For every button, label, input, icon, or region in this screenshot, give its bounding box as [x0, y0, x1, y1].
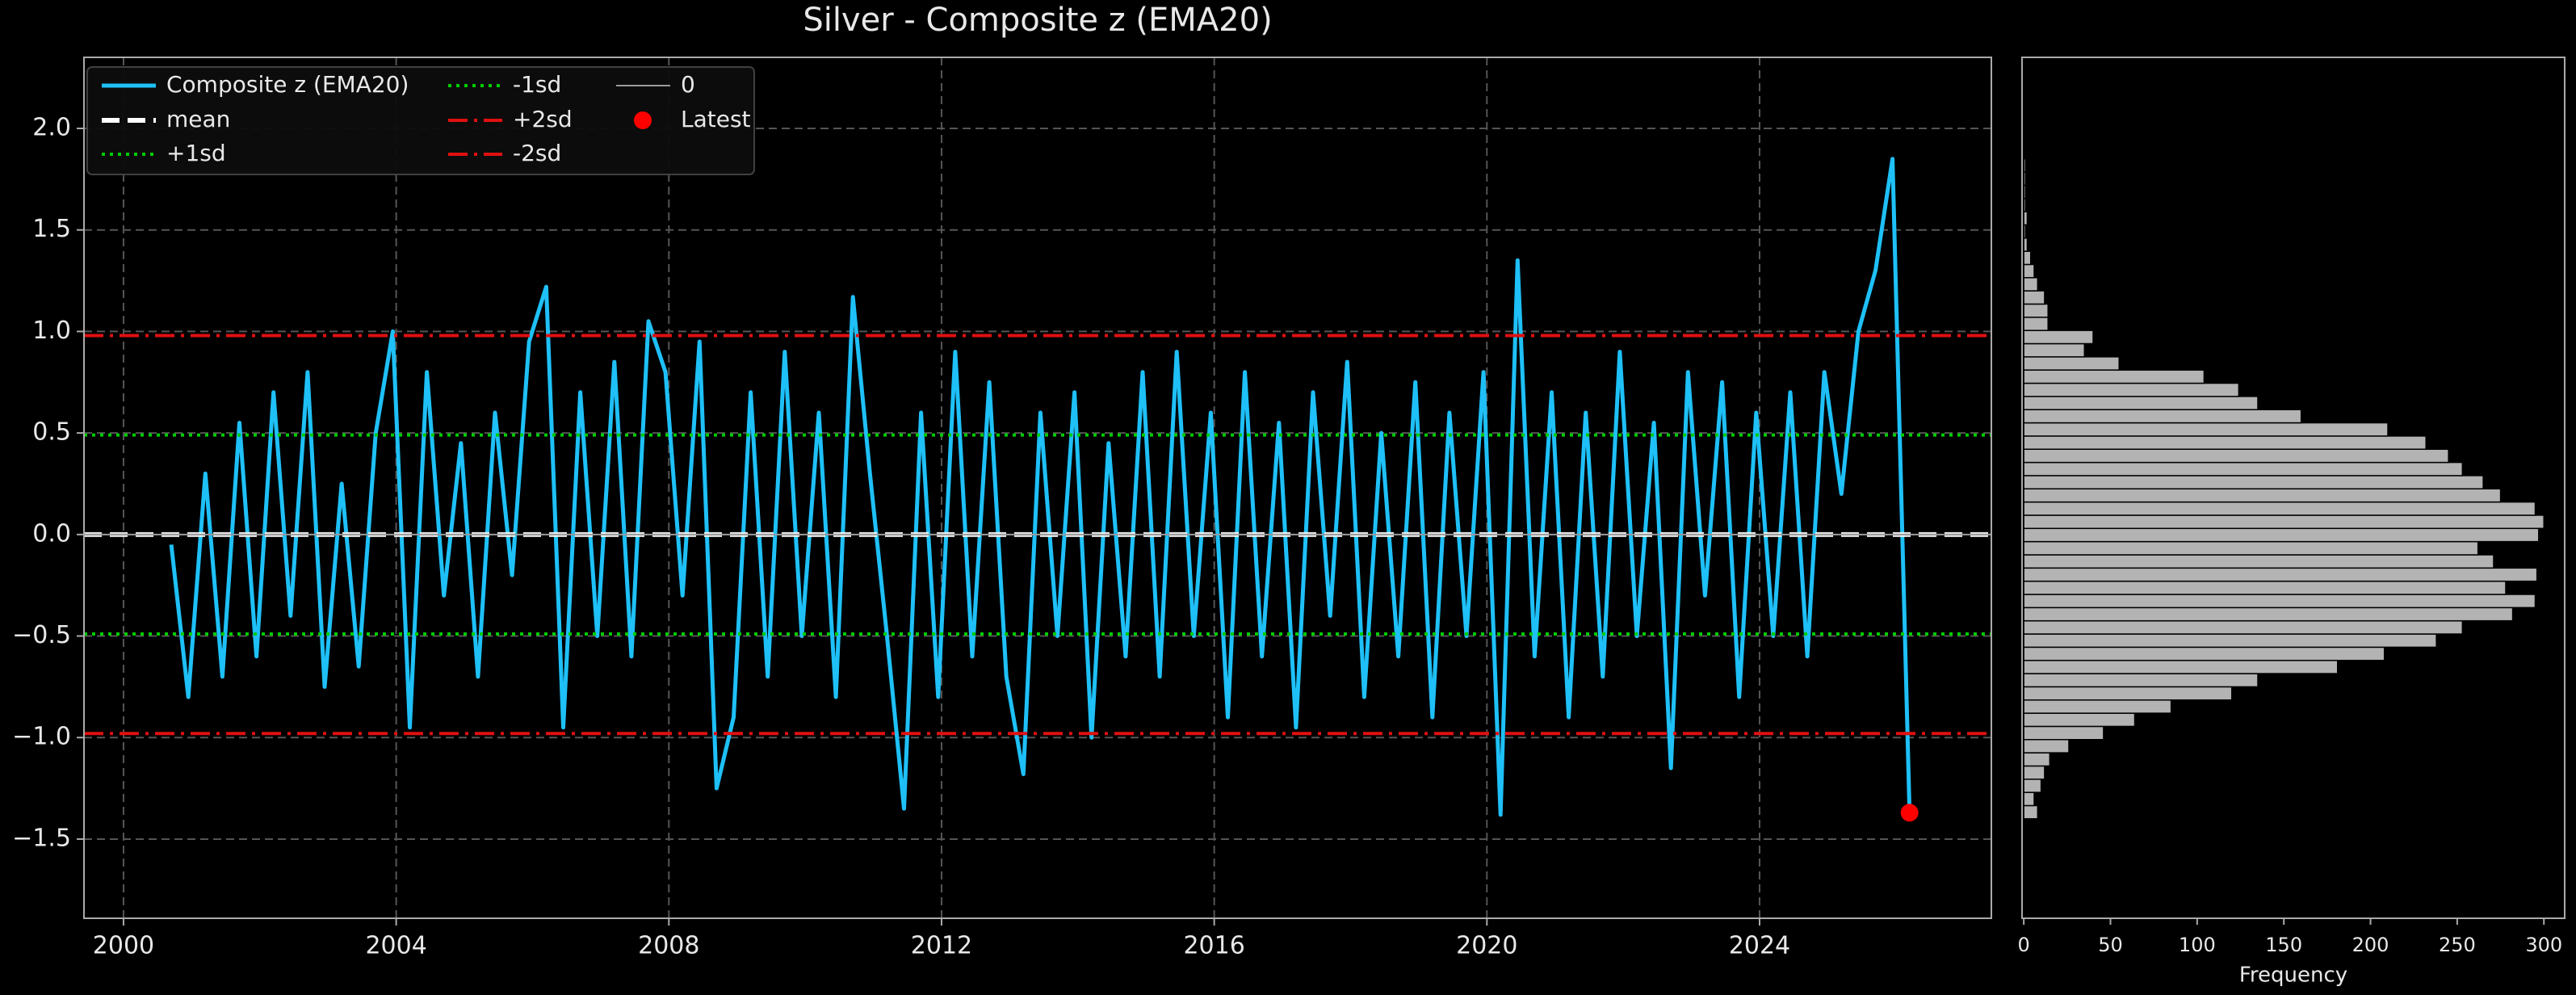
- x-tick-label: 2004: [365, 932, 426, 960]
- histogram-bar: [2023, 619, 2464, 635]
- x-tick-label: 300: [2525, 934, 2562, 956]
- latest-marker: [1900, 804, 1919, 822]
- histogram-bar: [2023, 659, 2339, 674]
- histogram-bar: [2023, 197, 2027, 212]
- histogram-bar: [2023, 607, 2514, 622]
- histogram-bar: [2023, 488, 2502, 503]
- histogram-bar: [2023, 712, 2136, 728]
- histogram-bar: [2023, 157, 2027, 173]
- histogram-bar: [2023, 554, 2494, 569]
- y-tick-label: 2.0: [32, 113, 71, 141]
- legend-label: -1sd: [513, 71, 561, 98]
- histogram-bar: [2023, 514, 2545, 530]
- histogram-bar: [2023, 435, 2427, 450]
- histogram-bar: [2023, 540, 2479, 556]
- y-tick-label: −1.0: [12, 723, 71, 751]
- legend: Composite z (EMA20) mean +1sd -1sd +2sd -2sd 0…: [86, 66, 755, 175]
- histogram-bar: [2023, 673, 2259, 688]
- histogram-bar: [2023, 356, 2120, 371]
- legend-label: 0: [681, 71, 695, 98]
- legend-label: Latest: [681, 106, 751, 132]
- histogram-bar: [2023, 594, 2536, 609]
- histogram-bar: [2023, 804, 2039, 820]
- histogram-bar: [2023, 699, 2172, 714]
- x-tick-label: 250: [2439, 934, 2476, 956]
- legend-label: +2sd: [513, 106, 573, 132]
- x-tick-label: 100: [2179, 934, 2216, 956]
- histogram-bar: [2023, 211, 2028, 226]
- histogram-bar: [2023, 184, 2027, 199]
- histogram-bar: [2023, 224, 2027, 239]
- histogram-bar: [2023, 330, 2094, 345]
- y-tick-label: 1.0: [32, 317, 71, 345]
- histogram-bar: [2023, 646, 2385, 661]
- histogram-bar: [2023, 686, 2233, 701]
- x-tick-label: 0: [2018, 934, 2030, 956]
- histogram-bar: [2023, 633, 2437, 649]
- x-tick-label: 150: [2265, 934, 2302, 956]
- legend-label: -2sd: [513, 140, 561, 166]
- histogram-bar: [2023, 342, 2086, 358]
- histogram-bar: [2023, 409, 2302, 424]
- y-tick-label: 1.5: [32, 215, 71, 243]
- histogram-bar: [2023, 317, 2049, 331]
- histogram-bar: [2023, 527, 2540, 543]
- legend-label: Composite z (EMA20): [166, 71, 409, 98]
- x-tick-label: 2024: [1729, 932, 1790, 960]
- legend-box: [86, 66, 755, 175]
- histogram-bar: [2023, 765, 2045, 780]
- x-tick-label: 2000: [93, 932, 154, 960]
- histogram-bar: [2023, 739, 2070, 754]
- histogram-bar: [2023, 382, 2240, 397]
- histogram-bar: [2023, 250, 2032, 266]
- histogram-bar: [2023, 396, 2259, 410]
- x-tick-label: 50: [2098, 934, 2123, 956]
- histogram-bar: [2023, 448, 2449, 464]
- legend-label: +1sd: [166, 140, 226, 166]
- histogram-bar: [2023, 791, 2035, 807]
- axes-frame: [83, 57, 1992, 919]
- y-tick-label: 0.5: [32, 418, 71, 447]
- histogram-bar: [2023, 475, 2484, 490]
- histogram-bar: [2023, 369, 2205, 384]
- histogram-bar: [2023, 303, 2049, 318]
- histogram-bar: [2023, 752, 2051, 767]
- axes-frame: [2021, 57, 2566, 919]
- y-tick-label: −1.5: [12, 824, 71, 852]
- data-line: [169, 157, 1912, 817]
- histogram-bar: [2023, 237, 2028, 252]
- histogram-bar: [2023, 461, 2464, 477]
- x-tick-label: 200: [2352, 934, 2389, 956]
- histogram-bar: [2023, 422, 2389, 437]
- chart-title: Silver - Composite z (EMA20): [803, 2, 1272, 39]
- histogram-bar: [2023, 567, 2538, 582]
- x-tick-label: 2016: [1183, 932, 1244, 960]
- y-tick-label: 0.0: [32, 519, 71, 548]
- x-axis-label: Frequency: [2239, 964, 2347, 988]
- x-tick-label: 2020: [1456, 932, 1517, 960]
- histogram-bar: [2023, 501, 2536, 516]
- histogram-bar: [2023, 277, 2039, 292]
- histogram-bar: [2023, 263, 2035, 279]
- legend-label: mean: [166, 106, 230, 132]
- y-tick-label: −0.5: [12, 621, 71, 649]
- histogram-bar: [2023, 779, 2042, 793]
- x-tick-label: 2008: [638, 932, 699, 960]
- x-tick-label: 2012: [911, 932, 972, 960]
- histogram-bar: [2023, 725, 2104, 741]
- histogram-bar: [2023, 171, 2027, 187]
- histogram-bar: [2023, 290, 2045, 305]
- histogram-bar: [2023, 580, 2507, 595]
- legend-swatch: [634, 111, 652, 129]
